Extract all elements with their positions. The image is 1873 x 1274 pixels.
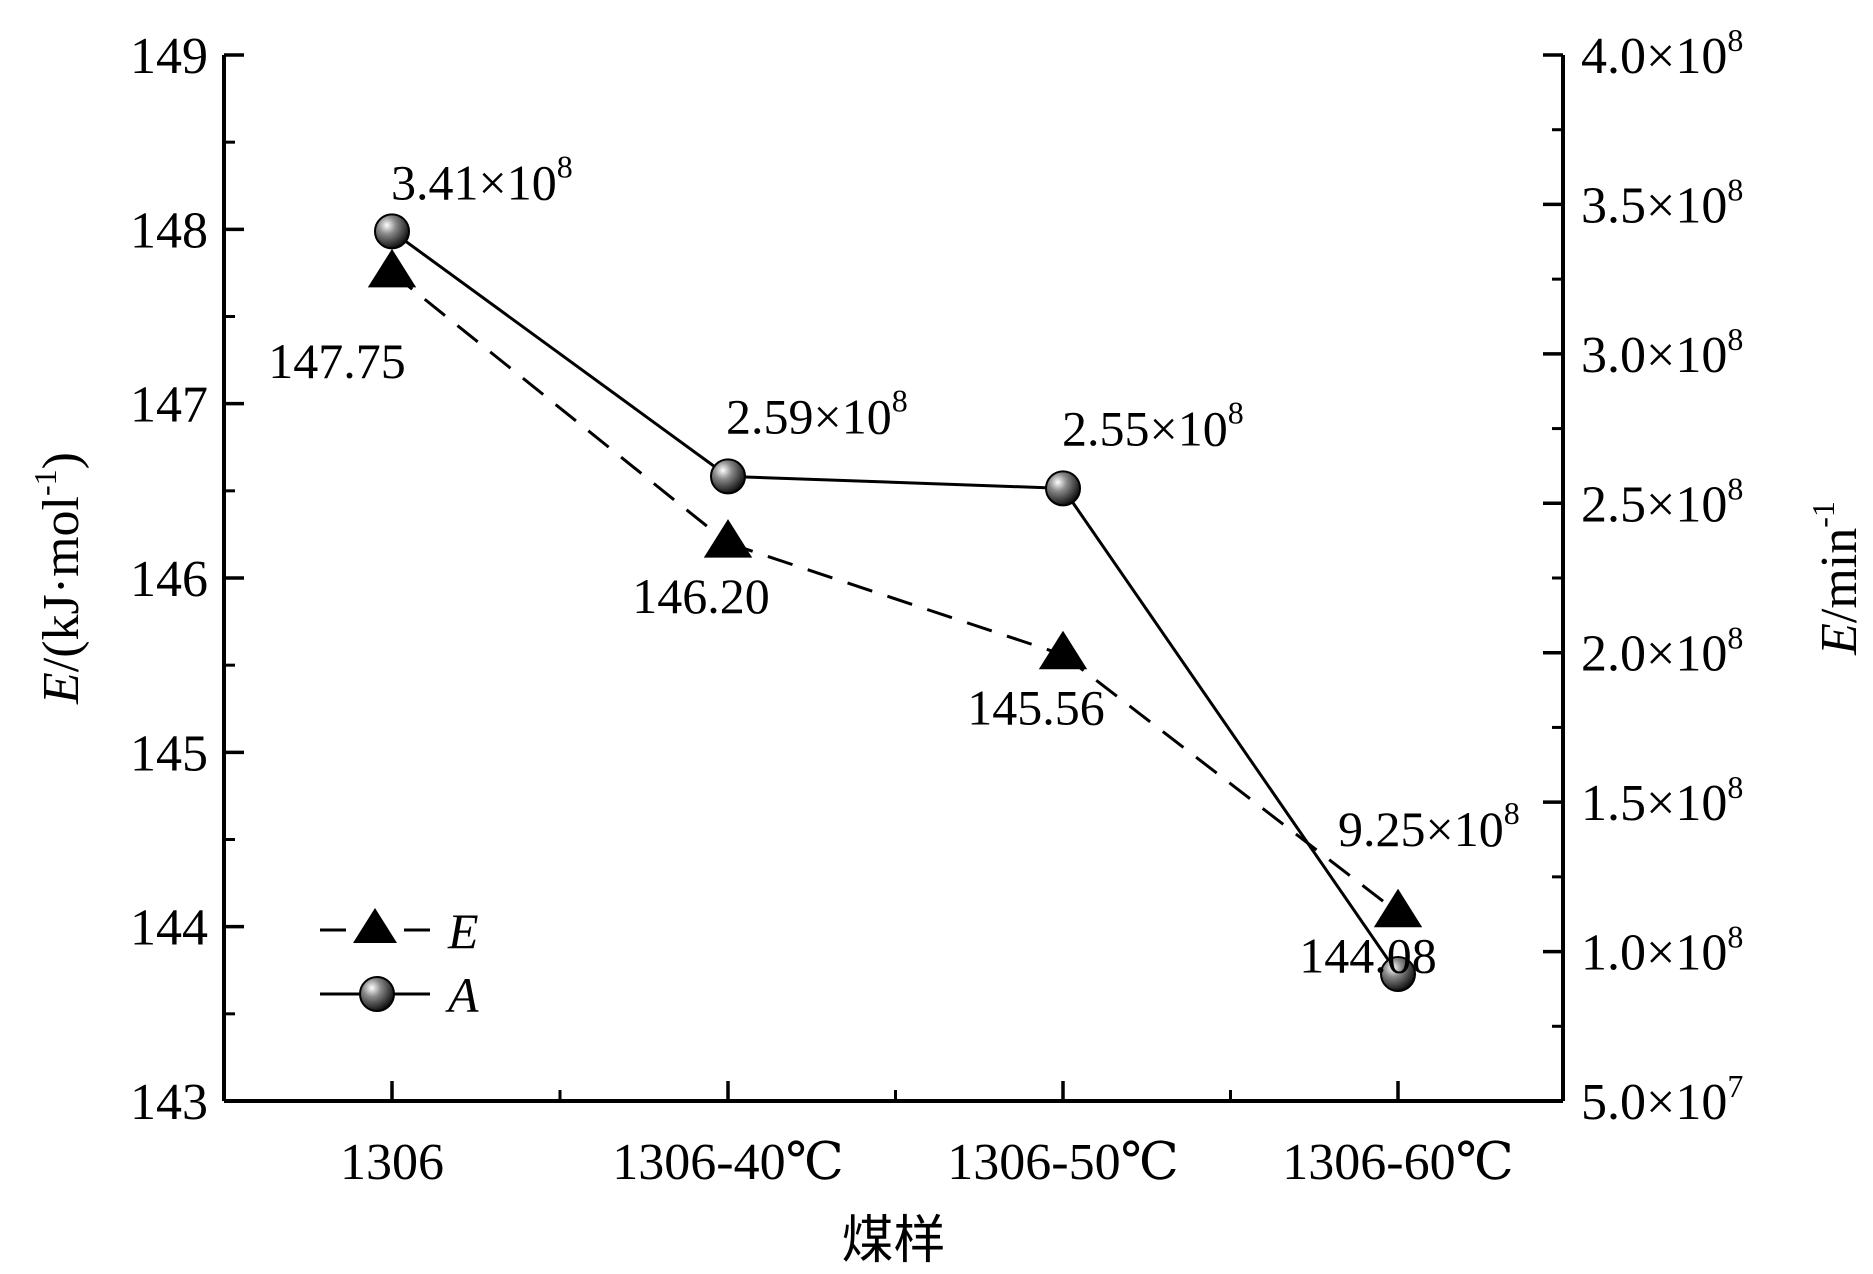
series-a-data-label: 3.41×108 <box>391 148 573 210</box>
x-tick-label: 1306-60℃ <box>1282 1134 1514 1191</box>
x-tick-label: 1306-50℃ <box>947 1134 1179 1191</box>
y-left-tick-label: 149 <box>130 28 208 85</box>
y-right-tick-label: 1.0×108 <box>1581 919 1743 982</box>
legend-e-label: E <box>447 903 479 959</box>
series-a-line-segment <box>727 474 1064 490</box>
y-right-tick-label: 1.5×108 <box>1581 769 1743 832</box>
x-tick-label: 1306-40℃ <box>612 1134 844 1191</box>
legend-a-marker <box>359 976 395 1012</box>
series-e-point <box>1038 630 1088 670</box>
series-a-point <box>710 458 746 495</box>
series-a-line-segment <box>391 230 729 478</box>
series-e-line-segment <box>727 541 1064 657</box>
series-a-data-label: 9.25×108 <box>1338 795 1520 857</box>
series-a-point <box>374 213 410 250</box>
y-left-tick-label: 143 <box>130 1074 208 1131</box>
legend-e-marker <box>353 908 397 943</box>
series-e-line-segment <box>391 271 729 545</box>
series-e-point <box>1373 888 1423 928</box>
series-a-data-label: 2.55×108 <box>1062 394 1244 456</box>
y-left-tick-label: 144 <box>130 900 208 957</box>
series-e-data-label: 147.75 <box>268 333 406 389</box>
y-left-tick-label: 147 <box>130 377 208 434</box>
series-a-point <box>1045 470 1081 507</box>
y-right-tick-label: 2.5×108 <box>1581 470 1743 533</box>
series-a-data-label: 2.59×108 <box>726 382 908 444</box>
y-left-tick-label: 145 <box>130 725 208 782</box>
series-a-line-segment <box>1061 487 1400 975</box>
series-e-data-label: 144.08 <box>1299 928 1437 984</box>
series-e-data-label: 145.56 <box>967 680 1105 736</box>
x-axis-title: 煤样 <box>841 1213 945 1269</box>
y-left-axis-title: E/(kJ·mol-1) <box>27 452 90 705</box>
y-right-tick-label: 3.5×108 <box>1581 171 1743 234</box>
y-left-tick-label: 146 <box>130 551 208 608</box>
y-left-tick-label: 148 <box>130 202 208 259</box>
series-a-point <box>1380 955 1416 992</box>
series-e-point <box>703 519 753 558</box>
x-tick-label: 1306 <box>340 1134 444 1191</box>
y-right-tick-label: 2.0×108 <box>1581 620 1743 683</box>
series-e-point <box>367 248 417 288</box>
y-right-tick-label: 3.0×108 <box>1581 321 1743 384</box>
y-right-tick-label: 4.0×108 <box>1581 22 1743 85</box>
legend-a-label: A <box>445 967 479 1023</box>
series-e-line-segment <box>1062 653 1399 914</box>
series-e-data-label: 146.20 <box>632 568 770 624</box>
y-right-tick-label: 5.0×107 <box>1581 1068 1743 1131</box>
y-right-axis-title: E/min-1 <box>1805 501 1868 656</box>
